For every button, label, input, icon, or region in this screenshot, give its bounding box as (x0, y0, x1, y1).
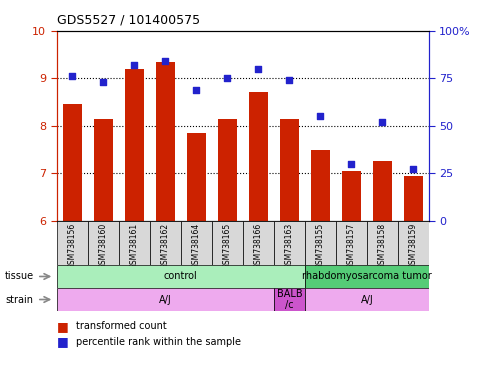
Text: control: control (164, 271, 198, 281)
Text: ■: ■ (57, 320, 69, 333)
Text: GSM738159: GSM738159 (409, 223, 418, 269)
Point (254, 66, 262, 72)
Bar (88, 221, 119, 265)
Bar (305, 288, 429, 311)
Text: GDS5527 / 101400575: GDS5527 / 101400575 (57, 13, 200, 26)
Text: GSM738161: GSM738161 (130, 223, 139, 269)
Bar (150, 221, 181, 265)
Text: GSM738166: GSM738166 (254, 223, 263, 269)
Text: GSM738165: GSM738165 (223, 223, 232, 269)
Point (317, 113, 324, 119)
Point (379, 119, 387, 125)
Bar (125, 69, 143, 221)
Text: GSM738163: GSM738163 (285, 223, 294, 269)
Text: transformed count: transformed count (76, 321, 167, 331)
Bar (218, 119, 237, 221)
Bar (305, 221, 336, 265)
Bar (94, 119, 112, 221)
Text: tissue: tissue (5, 271, 34, 281)
Point (130, 62, 138, 68)
Text: percentile rank within the sample: percentile rank within the sample (76, 337, 242, 347)
Text: GSM738155: GSM738155 (316, 223, 325, 269)
Text: A/J: A/J (360, 295, 373, 305)
Point (68, 73, 76, 79)
Bar (398, 221, 429, 265)
Bar (342, 171, 361, 221)
Point (285, 77, 293, 83)
Text: A/J: A/J (159, 295, 172, 305)
Point (223, 75, 231, 81)
Point (99, 79, 107, 85)
Bar (311, 149, 330, 221)
Bar (280, 119, 299, 221)
Bar (156, 61, 175, 221)
Bar (57, 288, 274, 311)
Text: rhabdomyosarcoma tumor: rhabdomyosarcoma tumor (302, 271, 432, 281)
Bar (243, 221, 274, 265)
Bar (187, 133, 206, 221)
Bar (57, 265, 305, 288)
Point (348, 161, 355, 167)
Text: GSM738162: GSM738162 (161, 223, 170, 269)
Point (161, 58, 169, 64)
Text: strain: strain (5, 295, 33, 305)
Text: GSM738157: GSM738157 (347, 223, 356, 269)
Bar (181, 221, 212, 265)
Bar (274, 221, 305, 265)
Point (192, 86, 200, 93)
Bar (212, 221, 243, 265)
Bar (373, 161, 391, 221)
Bar (336, 221, 367, 265)
Text: GSM738156: GSM738156 (68, 223, 77, 269)
Point (410, 166, 418, 172)
Bar (249, 93, 268, 221)
Text: BALB
/c: BALB /c (277, 289, 302, 310)
Bar (119, 221, 150, 265)
Bar (274, 288, 305, 311)
Bar (57, 221, 88, 265)
Text: GSM738160: GSM738160 (99, 223, 108, 269)
Bar (305, 265, 429, 288)
Bar (63, 104, 81, 221)
Text: GSM738158: GSM738158 (378, 223, 387, 269)
Bar (404, 175, 423, 221)
Text: GSM738164: GSM738164 (192, 223, 201, 269)
Text: ■: ■ (57, 335, 69, 348)
Bar (367, 221, 398, 265)
